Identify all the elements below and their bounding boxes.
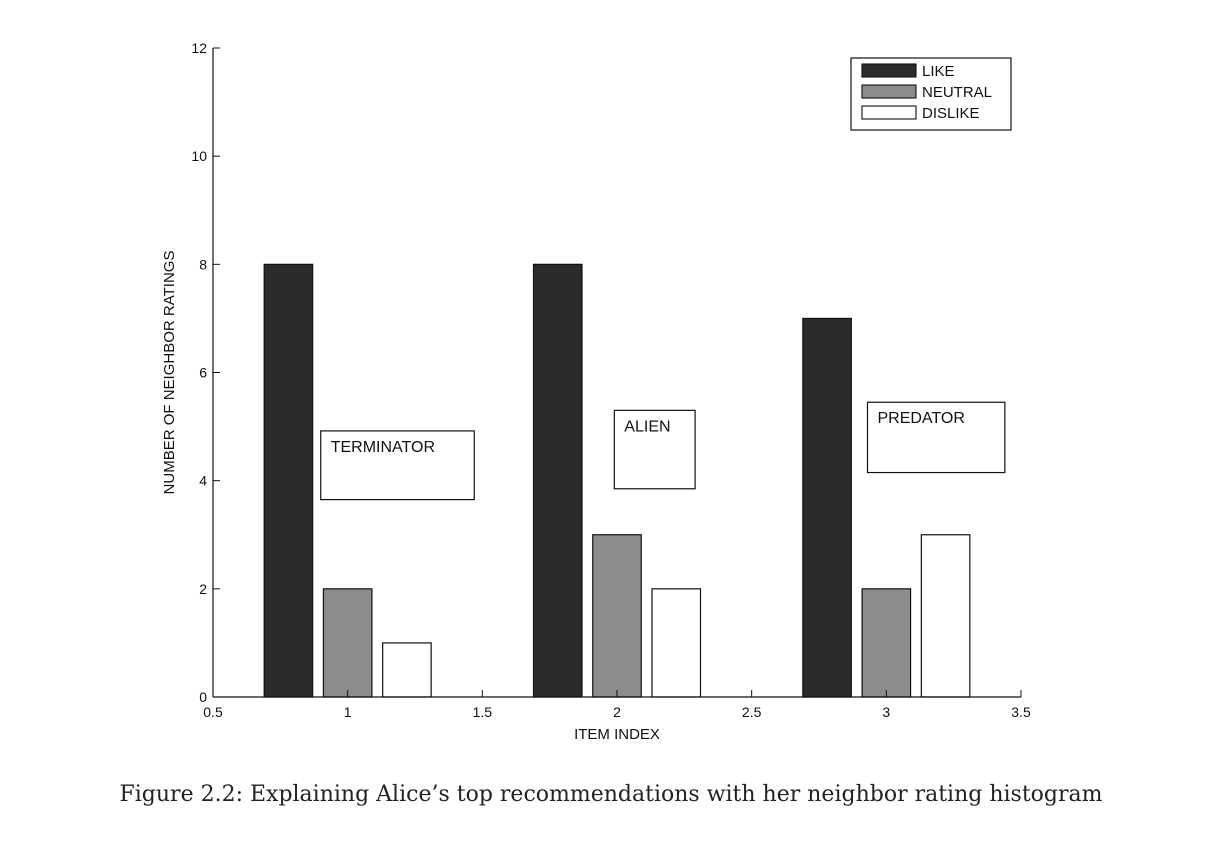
axes-layer: 0.5 1 1.5 2 2.5 3 3.5 0 2 4 6 8 10 12 [191,40,1031,720]
legend-label-dislike: DISLIKE [922,105,980,122]
y-tick-label-2: 4 [199,473,207,489]
y-axis-label: NUMBER OF NEIGHBOR RATINGS [161,251,178,495]
x-tick-label-1: 1 [344,704,352,720]
bar-dislike-3 [920,534,971,698]
bar-dislike-2 [651,588,702,698]
annotation-box-terminator [320,430,475,501]
x-tick-label-6: 3.5 [1011,704,1031,720]
annotation-label-alien: ALIEN [624,418,670,435]
legend-swatch-neutral [861,84,917,99]
annotation-box-predator [866,401,1006,474]
y-tick-label-1: 2 [199,581,207,597]
x-tick-label-5: 3 [882,704,890,720]
bar-like-2 [532,263,583,698]
legend: LIKE NEUTRAL DISLIKE [850,57,1012,131]
annotations-layer: TERMINATOR ALIEN PREDATOR [320,401,1006,501]
x-tick-label-4: 2.5 [742,704,762,720]
figure-caption: Figure 2.2: Explaining Alice’s top recom… [119,782,1103,807]
annotation-label-terminator: TERMINATOR [331,439,435,456]
x-axis-label: ITEM INDEX [574,726,660,743]
x-tick-label-2: 1.5 [473,704,493,720]
bar-like-3 [802,317,852,698]
y-tick-label-6: 12 [191,40,207,56]
y-tick-label-3: 6 [199,365,207,381]
x-tick-label-0: 0.5 [203,704,223,720]
bar-neutral-3 [861,588,912,698]
bars-layer [263,263,971,698]
bar-neutral-2 [592,534,642,698]
annotation-label-predator: PREDATOR [877,410,964,427]
annotation-box-alien [613,409,696,490]
legend-label-neutral: NEUTRAL [922,84,992,101]
y-tick-label-5: 10 [191,148,207,164]
legend-swatch-like [861,63,917,78]
bar-like-1 [263,263,314,698]
bar-dislike-1 [382,642,432,698]
legend-swatch-dislike [861,105,917,120]
legend-label-like: LIKE [922,63,955,80]
bar-neutral-1 [322,588,373,698]
y-tick-label-0: 0 [199,689,207,705]
y-tick-label-4: 8 [199,256,207,272]
x-tick-label-3: 2 [613,704,621,720]
